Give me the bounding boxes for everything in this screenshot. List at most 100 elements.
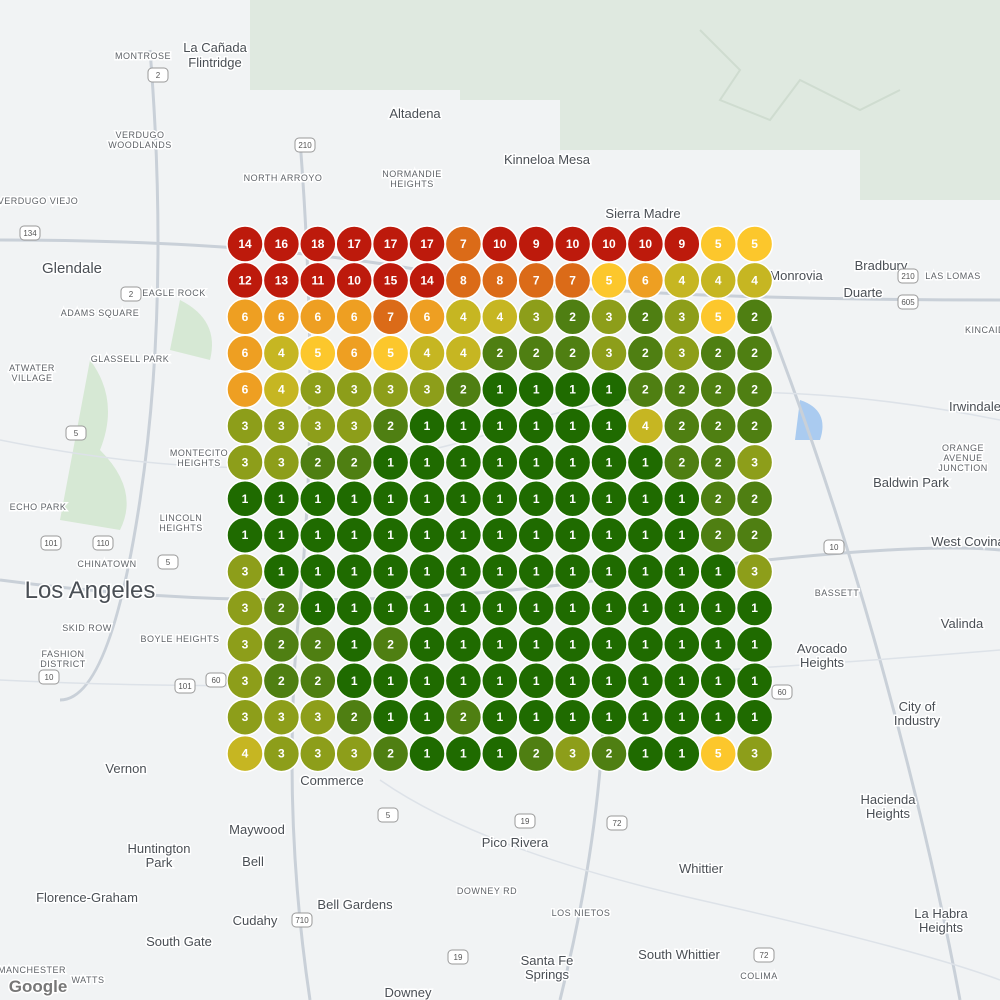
cell-label: 3	[678, 310, 685, 324]
place-label: Pico Rivera	[482, 835, 549, 850]
cell-label: 1	[278, 528, 285, 542]
cell-label: 1	[387, 674, 394, 688]
cell-label: 1	[751, 637, 758, 651]
cell-label: 1	[569, 383, 576, 397]
cell-label: 1	[387, 528, 394, 542]
cell-label: 2	[642, 310, 649, 324]
cell-label: 1	[715, 637, 722, 651]
place-label: North Arroyo	[244, 173, 323, 183]
cell-label: 1	[569, 492, 576, 506]
cell-label: 2	[715, 492, 722, 506]
place-label: Hacienda	[861, 792, 917, 807]
cell-label: 1	[678, 637, 685, 651]
cell-label: 1	[351, 637, 358, 651]
cell-label: 4	[460, 310, 467, 324]
cell-label: 1	[533, 565, 540, 579]
place-label: Downey	[385, 985, 432, 1000]
highway-shield	[897, 268, 919, 284]
cell-label: 6	[351, 346, 358, 360]
place-label: Sierra Madre	[605, 206, 680, 221]
cell-label: 6	[278, 310, 285, 324]
place-label: Industry	[894, 713, 941, 728]
cell-label: 10	[566, 237, 580, 251]
cell-label: 17	[420, 237, 434, 251]
cell-label: 5	[606, 273, 613, 287]
cell-label: 3	[751, 747, 758, 761]
highway-shield	[40, 535, 62, 551]
shield-label: 110	[97, 539, 110, 548]
cell-label: 1	[242, 492, 249, 506]
cell-label: 1	[715, 601, 722, 615]
place-label: Altadena	[389, 106, 441, 121]
cell-label: 1	[606, 601, 613, 615]
cell-label: 3	[314, 383, 321, 397]
cell-label: 1	[642, 528, 649, 542]
cell-label: 1	[424, 565, 431, 579]
cell-label: 1	[278, 492, 285, 506]
cell-label: 1	[642, 710, 649, 724]
place-label: Irwindale	[949, 399, 1000, 414]
place-label: Whittier	[679, 861, 724, 876]
cell-label: 1	[460, 674, 467, 688]
cell-label: 1	[642, 565, 649, 579]
shield-label: 60	[212, 676, 221, 685]
cell-label: 1	[387, 710, 394, 724]
cell-label: 1	[351, 528, 358, 542]
place-label: Adams Square	[61, 308, 140, 318]
cell-label: 3	[242, 710, 249, 724]
cell-label: 2	[314, 674, 321, 688]
cell-label: 1	[314, 601, 321, 615]
cell-label: 2	[278, 601, 285, 615]
cell-label: 2	[606, 747, 613, 761]
cell-label: 2	[569, 310, 576, 324]
cell-label: 1	[642, 674, 649, 688]
cell-label: 1	[606, 455, 613, 469]
place-label: Avocado	[797, 641, 847, 656]
cell-label: 3	[314, 747, 321, 761]
place-label: Bradbury	[855, 258, 908, 273]
cell-label: 2	[314, 455, 321, 469]
highway-shield	[606, 815, 628, 831]
cell-label: 1	[533, 601, 540, 615]
cell-label: 9	[678, 237, 685, 251]
cell-label: 2	[751, 528, 758, 542]
highway-shield	[291, 912, 313, 928]
cell-label: 1	[460, 528, 467, 542]
cell-label: 1	[533, 455, 540, 469]
cell-label: 14	[238, 237, 252, 251]
place-label: Bell Gardens	[317, 897, 393, 912]
place-label: La Habra	[914, 906, 968, 921]
place-label: Bell	[242, 854, 264, 869]
cell-label: 2	[642, 346, 649, 360]
place-label: Normandie	[382, 169, 442, 179]
cell-label: 2	[751, 492, 758, 506]
grid: 14 16 18 17 17 17 7 10 9 10 10 10 9 5 512 13 11 10 15 14 8 8 7…	[226, 225, 774, 773]
cell-label: 7	[387, 310, 394, 324]
cell-label: 1	[751, 601, 758, 615]
cell-label: 3	[533, 310, 540, 324]
cell-label: 17	[384, 237, 398, 251]
cell-label: 1	[569, 528, 576, 542]
place-label: Atwater	[9, 363, 55, 373]
place-label: Duarte	[843, 285, 882, 300]
cell-label: 6	[242, 346, 249, 360]
cell-label: 5	[715, 310, 722, 324]
google-logo: Google	[9, 977, 68, 996]
cell-label: 3	[569, 747, 576, 761]
place-label: Echo Park	[10, 502, 67, 512]
cell-label: 1	[496, 383, 503, 397]
cell-label: 1	[606, 674, 613, 688]
cell-label: 1	[569, 637, 576, 651]
cell-label: 2	[351, 710, 358, 724]
cell-label: 3	[351, 419, 358, 433]
cell-label: 1	[642, 601, 649, 615]
cell-label: 2	[715, 346, 722, 360]
cell-label: 6	[424, 310, 431, 324]
cell-label: 5	[751, 237, 758, 251]
cell-label: 2	[569, 346, 576, 360]
cell-label: 13	[275, 273, 289, 287]
highway-shield	[174, 678, 196, 694]
highway-shield	[65, 425, 87, 441]
cell-label: 2	[387, 419, 394, 433]
place-label: Las Lomas	[925, 271, 981, 281]
